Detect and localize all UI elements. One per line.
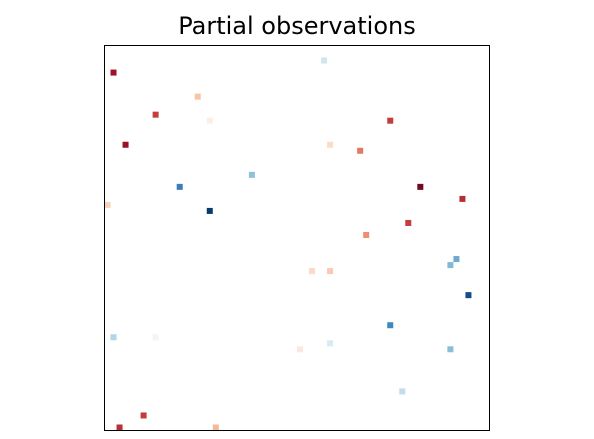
plot-frame bbox=[104, 45, 490, 431]
cell bbox=[321, 57, 328, 64]
cell bbox=[194, 93, 201, 100]
cell bbox=[447, 346, 454, 353]
cell bbox=[110, 69, 117, 76]
cell bbox=[309, 268, 316, 275]
cell bbox=[405, 219, 412, 226]
cell bbox=[387, 117, 394, 124]
cell bbox=[327, 268, 334, 275]
cell bbox=[357, 147, 364, 154]
cell bbox=[363, 231, 370, 238]
cell bbox=[110, 334, 117, 341]
cell bbox=[152, 111, 159, 118]
chart-title: Partial observations bbox=[178, 12, 416, 40]
cell bbox=[176, 183, 183, 190]
cell bbox=[459, 195, 466, 202]
cell bbox=[116, 424, 123, 431]
cell bbox=[387, 322, 394, 329]
cell bbox=[122, 141, 129, 148]
cell bbox=[297, 346, 304, 353]
cell bbox=[453, 256, 460, 263]
cell bbox=[417, 183, 424, 190]
cell bbox=[327, 141, 334, 148]
cell bbox=[152, 334, 159, 341]
cell bbox=[465, 292, 472, 299]
cell bbox=[212, 424, 219, 431]
cell bbox=[447, 262, 454, 269]
cell bbox=[248, 171, 255, 178]
cell bbox=[140, 412, 147, 419]
cell bbox=[399, 388, 406, 395]
cell bbox=[206, 117, 213, 124]
cell bbox=[206, 207, 213, 214]
cell bbox=[327, 340, 334, 347]
cells bbox=[104, 57, 472, 431]
cell bbox=[104, 201, 111, 208]
